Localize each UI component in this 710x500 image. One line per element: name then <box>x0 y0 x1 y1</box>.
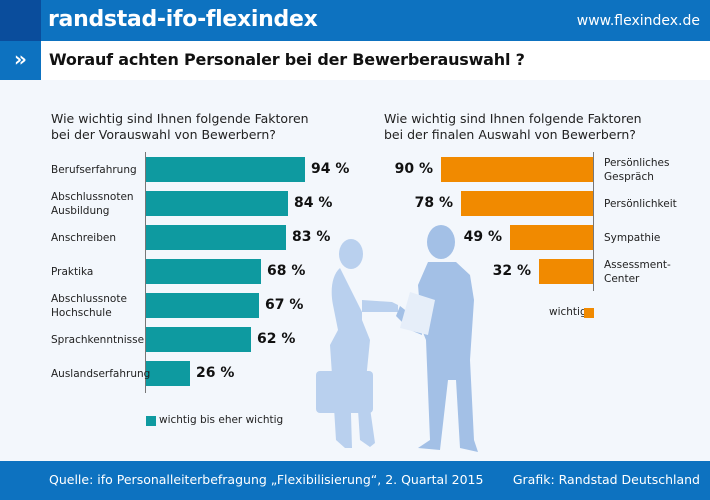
right-legend-swatch <box>584 308 594 318</box>
right-bar-value-label: 90 % <box>394 161 433 177</box>
left-bar-value-label: 94 % <box>311 161 350 177</box>
man-silhouette <box>396 225 478 452</box>
right-category-label: Sympathie <box>604 231 660 245</box>
right-category-label-line: Persönlichkeit <box>604 197 677 210</box>
left-bar-value-label: 26 % <box>196 365 235 381</box>
right-bar <box>510 225 593 250</box>
left-category-label: Berufserfahrung <box>51 163 137 177</box>
left-legend-swatch <box>146 416 156 426</box>
left-category-label: Anschreiben <box>51 231 116 245</box>
right-category-label-line: Center <box>604 272 640 285</box>
right-chart-title: Wie wichtig sind Ihnen folgende Faktoren… <box>384 111 642 143</box>
page-title: Worauf achten Personaler bei der Bewerbe… <box>49 50 525 69</box>
left-bar-value-label: 84 % <box>294 195 333 211</box>
double-chevron-icon: » <box>14 47 27 71</box>
left-chart-title-line: Wie wichtig sind Ihnen folgende Faktoren <box>51 111 309 126</box>
left-category-label-line: Sprachkenntnisse <box>51 333 145 346</box>
left-category-label-line: Abschlussnoten <box>51 190 134 203</box>
left-category-label-line: Anschreiben <box>51 231 116 244</box>
left-category-label: Abschlussnoten Ausbildung <box>51 190 134 218</box>
header-logo-square <box>0 0 41 41</box>
right-legend-label: wichtig <box>549 306 587 318</box>
source-note: Quelle: ifo Personalleiterbefragung „Fle… <box>49 472 484 487</box>
left-bar <box>146 157 305 182</box>
header-title: randstad-ifo-flexindex <box>48 7 318 32</box>
right-category-label-line: Persönliches <box>604 156 670 169</box>
right-bar <box>461 191 593 216</box>
left-bar <box>146 293 259 318</box>
left-bar <box>146 191 288 216</box>
subtitle-marker <box>0 41 41 80</box>
left-bar-value-label: 67 % <box>265 297 304 313</box>
left-chart-title: Wie wichtig sind Ihnen folgende Faktoren… <box>51 111 309 143</box>
right-bar-value-label: 49 % <box>463 229 502 245</box>
left-bar <box>146 361 190 386</box>
left-category-label: Abschlussnote Hochschule <box>51 292 127 320</box>
right-bar-value-label: 78 % <box>414 195 453 211</box>
left-category-label: Praktika <box>51 265 93 279</box>
right-category-label-line: Gespräch <box>604 170 654 183</box>
left-category-label: Auslandserfahrung <box>51 367 150 381</box>
subtitle-band <box>41 41 710 80</box>
left-chart-title-line: bei der Vorauswahl von Bewerbern? <box>51 127 276 142</box>
left-category-label-line: Abschlussnote <box>51 292 127 305</box>
right-chart-title-line: bei der finalen Auswahl von Bewerbern? <box>384 127 636 142</box>
left-chart-axis <box>145 152 146 393</box>
credit-note: Grafik: Randstad Deutschland <box>512 472 700 487</box>
header-bar <box>0 0 710 41</box>
right-category-label-line: Sympathie <box>604 231 661 244</box>
left-category-label-line: Ausbildung <box>51 204 110 217</box>
left-bar-value-label: 83 % <box>292 229 331 245</box>
left-bar-value-label: 62 % <box>257 331 296 347</box>
woman-silhouette <box>316 239 398 448</box>
right-category-label: Assessment- Center <box>604 258 671 286</box>
right-category-label: Persönliches Gespräch <box>604 156 669 184</box>
right-bar-value-label: 32 % <box>492 263 531 279</box>
right-chart-axis <box>593 152 594 291</box>
footer-bar <box>0 461 710 500</box>
left-category-label-line: Praktika <box>51 265 94 278</box>
right-chart-title-line: Wie wichtig sind Ihnen folgende Faktoren <box>384 111 642 126</box>
document-in-hand <box>400 292 435 335</box>
left-category-label-line: Berufserfahrung <box>51 163 137 176</box>
right-category-label: Persönlichkeit <box>604 197 677 211</box>
left-category-label-line: Hochschule <box>51 306 112 319</box>
left-bar-value-label: 68 % <box>267 263 306 279</box>
right-bar <box>539 259 593 284</box>
right-bar <box>441 157 593 182</box>
left-bar <box>146 327 251 352</box>
left-category-label-line: Auslandserfahrung <box>51 367 151 380</box>
header-url: www.flexindex.de <box>576 13 700 29</box>
left-legend-label: wichtig bis eher wichtig <box>159 414 284 426</box>
left-bar <box>146 259 261 284</box>
left-bar <box>146 225 286 250</box>
left-category-label: Sprachkenntnisse <box>51 333 144 347</box>
right-category-label-line: Assessment- <box>604 258 671 271</box>
